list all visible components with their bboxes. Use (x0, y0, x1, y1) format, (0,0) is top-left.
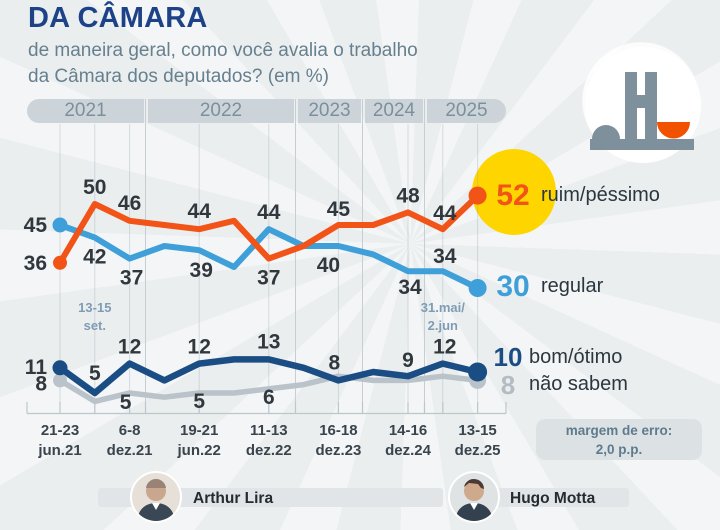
start-dot-1 (52, 217, 68, 233)
value-label: 39 (190, 259, 213, 282)
avatar-hugo-motta (448, 471, 500, 523)
value-label: 8 (35, 372, 47, 395)
value-label: 48 (396, 184, 420, 207)
value-label: 8 (329, 351, 341, 374)
year-band-2021: 2021 (27, 99, 144, 123)
value-label: 34 (433, 245, 457, 268)
survey-date-annotation: 31.mai/2.jun (420, 300, 465, 333)
legend-label-nao-sabem: não sabem (529, 373, 628, 395)
x-axis-label: 19-21 jun.22 (177, 422, 221, 459)
highlight-circle (472, 149, 556, 235)
legend-value-ruim: 52 (496, 179, 530, 212)
value-label: 9 (402, 349, 414, 372)
value-label: 12 (433, 336, 456, 359)
value-label: 44 (188, 200, 212, 223)
x-axis-label: 21-23 jun.21 (38, 422, 82, 459)
year-band-2024: 2024 (365, 99, 423, 123)
congress-logo-icon (585, 47, 701, 163)
value-label: 5 (120, 391, 132, 414)
value-label: 36 (24, 252, 47, 275)
series-line-ruim-p-ssimo (57, 192, 481, 266)
value-label: 11 (25, 356, 48, 379)
value-label: 50 (83, 176, 106, 199)
subtitle-line-2: da Câmara dos deputados? (em %) (28, 66, 329, 87)
series-line-n-o-sabem (57, 373, 481, 405)
start-dot-2 (52, 360, 68, 376)
value-label: 44 (257, 201, 281, 224)
value-label: 37 (257, 267, 280, 290)
x-axis-label: 11-13 dez.22 (245, 422, 292, 459)
value-label: 6 (263, 386, 275, 409)
end-dot-1 (468, 279, 487, 297)
start-dot-0 (53, 255, 67, 270)
value-label: 45 (327, 198, 351, 221)
legend-label-ruim: ruim/péssimo (541, 184, 660, 206)
subtitle-line-1: de maneira geral, como você avalia o tra… (28, 40, 418, 61)
series-line-bom-timo (56, 356, 481, 397)
value-label: 45 (24, 214, 48, 237)
person-name-arthur-lira: Arthur Lira (193, 490, 274, 507)
end-dot-2 (468, 362, 488, 382)
end-dot-0 (468, 186, 487, 205)
year-band-2025: 2025 (427, 99, 506, 123)
legend-value-bom: 10 (493, 342, 523, 372)
x-axis-label: 16-18 dez.23 (315, 422, 362, 459)
page-title: DA CÂMARA (28, 2, 208, 34)
survey-date-annotation: 13-15 set. (78, 300, 112, 333)
legend-label-bom: bom/ótimo (529, 346, 623, 368)
legend-value-nao-sabem: 8 (500, 370, 516, 400)
year-band-2023: 2023 (298, 99, 361, 123)
value-label: 44 (433, 202, 457, 225)
x-axis-label: 14-16 dez.24 (385, 422, 431, 459)
value-label: 46 (118, 192, 141, 215)
avatar-arthur-lira (130, 471, 182, 523)
value-label: 13 (257, 330, 280, 353)
value-label: 12 (118, 336, 141, 359)
value-label: 34 (398, 276, 422, 299)
year-band-2022: 2022 (148, 99, 294, 123)
congress-building-glyph (590, 72, 694, 150)
note-line-1: margem de erro: (565, 422, 673, 438)
value-label: 12 (188, 336, 211, 359)
subtitle: de maneira geral, como você avalia o tra… (28, 38, 488, 90)
note-line-2: 2,0 p.p. (595, 441, 643, 457)
value-label: 5 (89, 362, 101, 385)
value-label: 5 (193, 390, 205, 413)
person-name-hugo-motta: Hugo Motta (510, 490, 596, 507)
margin-of-error-note: margem de erro: 2,0 p.p. (536, 419, 702, 460)
value-label: 42 (83, 246, 106, 269)
value-label: 37 (120, 267, 143, 290)
x-axis-label: 13-15 dez.25 (454, 422, 501, 459)
start-dot-3 (53, 373, 67, 388)
legend-label-regular: regular (541, 275, 604, 297)
legend-value-regular: 30 (496, 270, 530, 303)
value-label: 40 (317, 254, 340, 277)
x-axis-label: 6-8 dez.21 (106, 422, 153, 459)
name-strip-left (98, 488, 443, 507)
series-line-regular (57, 222, 481, 291)
